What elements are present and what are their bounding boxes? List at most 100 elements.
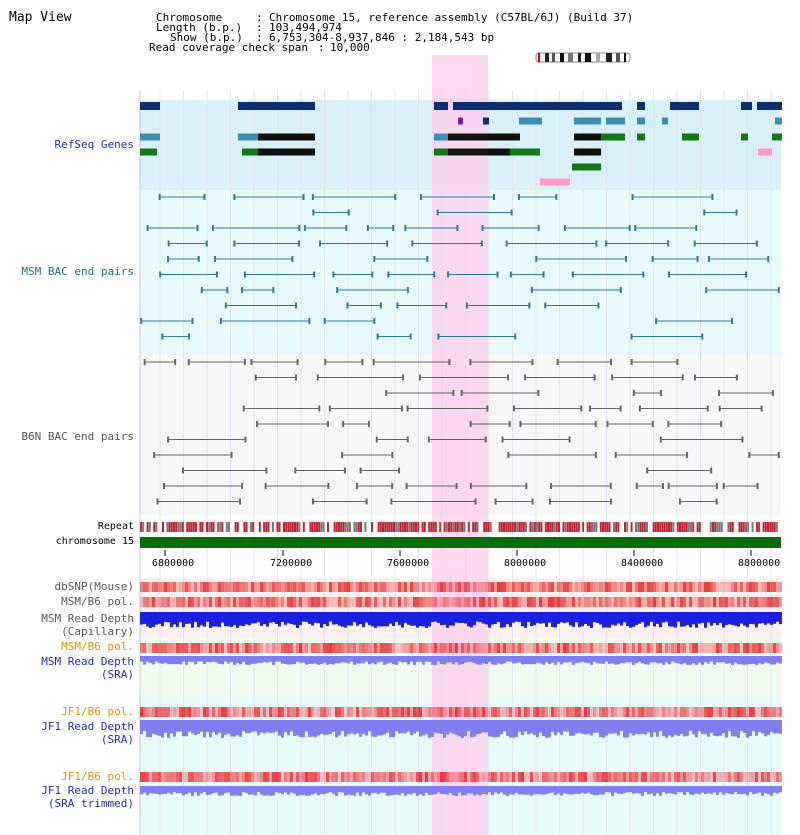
heat-cell	[227, 597, 230, 607]
heat-cell	[242, 707, 245, 717]
depth-bar	[458, 612, 461, 624]
bac-end	[355, 483, 358, 489]
heat-cell	[536, 582, 539, 592]
depth-bar	[692, 612, 695, 625]
heat-cell	[392, 772, 395, 782]
depth-bar	[158, 720, 161, 736]
depth-bar	[650, 786, 653, 794]
depth-bar	[260, 720, 263, 733]
bac-end	[695, 225, 698, 231]
heat-cell	[251, 772, 254, 782]
heat-cell	[680, 643, 683, 653]
heat-cell	[773, 597, 776, 607]
heat-cell	[707, 643, 710, 653]
depth-bar	[734, 612, 737, 626]
heat-cell	[290, 643, 293, 653]
repeat-mark	[595, 522, 598, 532]
heat-cell	[152, 597, 155, 607]
repeat-mark	[186, 522, 189, 532]
track-label-msm-bac[interactable]: MSM BAC end pairs	[21, 265, 134, 278]
depth-bar	[572, 786, 575, 795]
depth-bar	[380, 612, 383, 627]
depth-bar	[479, 612, 482, 623]
heat-cell	[347, 707, 350, 717]
heat-cell	[473, 582, 476, 592]
heat-cell	[149, 643, 152, 653]
repeat-mark	[630, 522, 633, 532]
depth-bar	[455, 612, 458, 623]
depth-bar	[728, 656, 731, 664]
heat-cell	[458, 597, 461, 607]
heat-cell	[140, 707, 143, 717]
heat-cell	[371, 707, 374, 717]
depth-bar	[299, 720, 302, 738]
bac-end	[366, 225, 369, 231]
heat-cell	[464, 707, 467, 717]
depth-bar	[311, 720, 314, 737]
depth-bar	[293, 720, 296, 737]
bac-end	[501, 436, 504, 443]
depth-bar	[413, 786, 416, 794]
heat-cell	[734, 707, 737, 717]
heat-cell	[668, 772, 671, 782]
repeat-mark	[450, 522, 453, 532]
heat-cell	[317, 772, 320, 782]
bac-end	[693, 374, 696, 381]
heat-cell	[284, 707, 287, 717]
heat-cell	[539, 597, 542, 607]
track-label-b6n-bac[interactable]: B6N BAC end pairs	[21, 430, 134, 443]
depth-bar	[164, 720, 167, 733]
heat-cell	[338, 772, 341, 782]
heat-cell	[404, 582, 407, 592]
heat-cell	[491, 643, 494, 653]
heat-cell	[455, 582, 458, 592]
heat-cell	[455, 643, 458, 653]
depth-bar	[674, 786, 677, 795]
heat-cell	[320, 707, 323, 717]
heat-cell	[392, 597, 395, 607]
heat-cell	[464, 582, 467, 592]
depth-bar	[509, 612, 512, 627]
heat-cell	[263, 643, 266, 653]
repeat-mark	[285, 522, 288, 532]
depth-bar	[464, 612, 467, 624]
heat-cell	[407, 772, 410, 782]
depth-bar	[464, 786, 467, 796]
depth-bar	[620, 786, 623, 794]
heat-cell	[581, 707, 584, 717]
heat-cell	[719, 772, 722, 782]
heat-cell	[656, 772, 659, 782]
depth-bar	[755, 656, 758, 665]
heat-cell	[512, 582, 515, 592]
repeat-mark	[223, 522, 226, 532]
heat-cell	[692, 597, 695, 607]
track-label-refseq-genes[interactable]: RefSeq Genes	[54, 138, 134, 151]
heat-cell	[488, 597, 491, 607]
depth-bar	[758, 656, 761, 664]
heat-cell	[554, 707, 557, 717]
depth-bar	[686, 656, 689, 665]
heat-cell	[209, 582, 212, 592]
heat-cell	[764, 597, 767, 607]
heat-cell	[404, 597, 407, 607]
repeat-mark	[195, 522, 197, 532]
heat-cell	[584, 597, 587, 607]
depth-bar	[515, 656, 518, 664]
heat-cell	[317, 597, 320, 607]
depth-bar	[368, 720, 371, 732]
heat-cell	[272, 643, 275, 653]
depth-bar	[479, 720, 482, 734]
heat-cell	[206, 597, 209, 607]
heat-cell	[770, 597, 773, 607]
repeat-mark	[234, 522, 237, 532]
heat-cell	[671, 772, 674, 782]
bac-end	[715, 498, 718, 505]
bac-end	[611, 374, 614, 381]
heat-cell	[560, 597, 563, 607]
heat-cell	[638, 582, 641, 592]
heat-cell	[296, 772, 299, 782]
bac-end	[452, 390, 455, 396]
heat-cell	[674, 643, 677, 653]
depth-bar	[668, 720, 671, 736]
repeat-mark	[593, 522, 596, 532]
